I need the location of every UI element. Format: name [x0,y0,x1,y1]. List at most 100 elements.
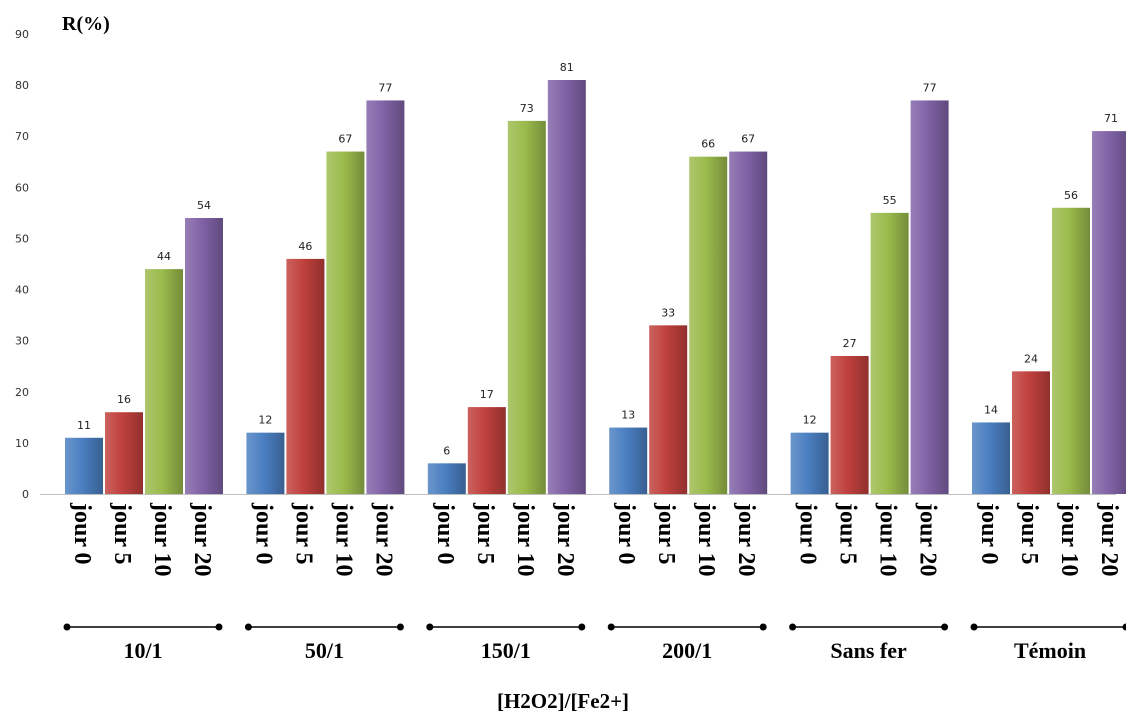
category-label: jour 0 [432,502,458,565]
bar-10-1-jour-0 [65,437,103,494]
data-label: 56 [1064,189,1078,202]
bars [65,80,1126,495]
y-axis-title: R(%) [62,13,110,35]
category-label: jour 0 [976,502,1002,565]
data-label: 71 [1104,112,1118,125]
data-label: 77 [923,81,937,94]
category-label: jour 5 [109,502,135,565]
group-labels: 10/1 50/1 150/1 200/1 Sans fer Témoin [63,623,1126,663]
group-bracket-dot [759,623,767,631]
bar-sans-fer-jour-0 [790,432,829,494]
y-tick-label: 90 [15,28,29,41]
data-label: 44 [157,250,171,263]
bar-150-1-jour-5 [467,407,506,494]
category-label: jour 0 [69,502,95,565]
data-label: 73 [520,102,534,115]
y-tick-label: 80 [15,79,29,92]
bar-10-1-jour-5 [105,412,143,494]
data-label: 27 [843,337,857,350]
data-label: 12 [258,414,272,427]
bar-10-1-jour-20 [185,218,223,494]
group-bracket-dot [789,623,797,631]
y-tick-label: 30 [15,335,29,348]
data-label: 55 [883,194,897,207]
group-bracket-dot [63,623,71,631]
category-label: jour 10 [330,502,356,577]
category-labels: jour 0 jour 5 jour 10 jour 20 jour 0 jour 5 jo… [69,502,1122,577]
bar-150-1-jour-20 [547,80,586,494]
category-label: jour 5 [1016,502,1042,565]
y-tick-label: 20 [15,386,29,399]
bar-t-moin-jour-5 [1012,371,1050,494]
category-label: jour 10 [1056,502,1082,577]
bar-50-1-jour-20 [366,100,405,494]
bar-sans-fer-jour-20 [910,100,949,494]
data-label: 33 [661,306,675,319]
group-bracket-dot [215,623,223,631]
category-label: jour 0 [795,502,821,565]
category-label: jour 20 [733,502,759,577]
data-label: 67 [338,133,352,146]
bar-sans-fer-jour-5 [830,356,869,494]
data-label: 24 [1024,352,1038,365]
data-label: 46 [298,240,312,253]
data-label: 77 [378,81,392,94]
bar-50-1-jour-0 [246,432,285,494]
category-label: jour 5 [472,502,498,565]
category-label: jour 20 [552,502,578,577]
category-label: jour 5 [290,502,316,565]
group-bracket-dot [607,623,615,631]
data-label: 17 [480,388,494,401]
x-axis-title: [H2O2]/[Fe2+] [497,689,629,713]
group-bracket-dot [244,623,252,631]
y-tick-label: 0 [22,488,29,501]
category-label: jour 10 [149,502,175,577]
data-label: 14 [984,403,998,416]
category-label: jour 20 [1096,502,1122,577]
bar-150-1-jour-10 [507,120,546,494]
bar-10-1-jour-10 [145,269,183,494]
category-label: jour 20 [915,502,941,577]
data-label: 13 [621,409,635,422]
y-axis: 0 10 20 30 40 50 60 70 80 90 [15,28,29,501]
bar-t-moin-jour-20 [1092,131,1126,494]
y-tick-label: 10 [15,437,29,450]
group-bracket-dot [970,623,978,631]
bar-50-1-jour-10 [326,151,365,495]
bar-200-1-jour-5 [649,325,688,494]
bar-150-1-jour-0 [427,463,466,494]
data-label: 81 [560,61,574,74]
data-label: 6 [443,444,450,457]
group-bracket-dot [396,623,404,631]
y-tick-label: 50 [15,232,29,245]
group-bracket-dot [941,623,949,631]
group-bracket-dot [1122,623,1126,631]
category-label: jour 5 [653,502,679,565]
group-label: 200/1 [662,638,712,663]
bar-200-1-jour-20 [729,151,768,495]
bar-t-moin-jour-10 [1052,207,1090,494]
group-label: Sans fer [830,638,907,663]
group-label: 150/1 [481,638,531,663]
data-label: 66 [701,138,715,151]
category-label: jour 0 [250,502,276,565]
group-label: Témoin [1014,638,1086,663]
bar-sans-fer-jour-10 [870,212,909,494]
bar-t-moin-jour-0 [972,422,1010,494]
bar-50-1-jour-5 [286,258,325,494]
y-tick-label: 70 [15,130,29,143]
group-bracket-dot [426,623,434,631]
data-label: 16 [117,393,131,406]
data-label: 54 [197,199,211,212]
category-label: jour 5 [835,502,861,565]
category-label: jour 10 [512,502,538,577]
data-label: 11 [77,419,91,432]
category-label: jour 10 [875,502,901,577]
category-label: jour 0 [613,502,639,565]
bar-200-1-jour-10 [689,156,728,494]
bar-200-1-jour-0 [609,427,648,494]
data-labels: 11 16 44 54 12 46 67 77 6 17 73 81 13 33 66 67 12 27 55 77 1… [77,61,1118,457]
y-tick-label: 60 [15,181,29,194]
group-label: 10/1 [123,638,162,663]
